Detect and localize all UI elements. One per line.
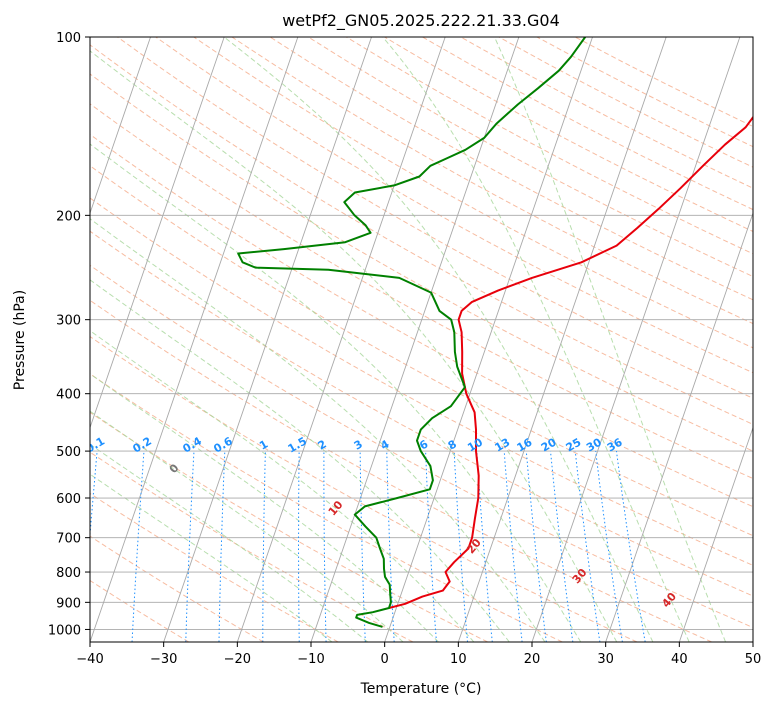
- dry-adiabat: [90, 103, 753, 480]
- isotherm: [605, 211, 753, 642]
- temperature-profile: [388, 115, 753, 609]
- x-tick-label: 40: [671, 652, 688, 667]
- moist-adiabat: [90, 50, 618, 642]
- x-tick-label: 0: [381, 652, 389, 667]
- dry-adiabat: [269, 37, 753, 301]
- x-tick-label: 20: [524, 652, 541, 667]
- moist-adiabat: [90, 373, 439, 642]
- mixing-ratio-line: [550, 451, 574, 642]
- mixing-ratio-line: [616, 451, 646, 642]
- isotherm: [531, 37, 741, 642]
- isotherm: [384, 37, 593, 642]
- x-tick-label: 30: [597, 652, 614, 667]
- isotherm: [678, 426, 753, 642]
- mixing-ratio-line: [476, 451, 493, 642]
- dry-adiabat: [90, 230, 753, 597]
- y-tick-label: 800: [56, 566, 81, 581]
- moist-adiabat: [90, 279, 510, 642]
- dry-adiabat: [90, 411, 488, 642]
- dry-adiabat: [90, 335, 638, 642]
- dry-adiabat: [90, 373, 563, 642]
- dry-adiabat: [90, 535, 264, 642]
- dry-adiabat: [90, 579, 190, 642]
- dry-adiabat: [90, 44, 753, 425]
- moist-adiabat: [90, 218, 546, 642]
- x-tick-label: 10: [450, 652, 467, 667]
- moist-adiabat: [90, 330, 475, 642]
- mixing-ratio-line: [525, 451, 547, 642]
- dry-adiabat: [90, 73, 753, 452]
- moist-adiabat: [90, 443, 369, 642]
- mixing-ratio-line: [574, 451, 601, 642]
- moist-adiabat: [494, 37, 727, 642]
- mixing-ratio-line: [90, 451, 98, 542]
- y-tick-label: 900: [56, 596, 81, 611]
- isotherm: [90, 37, 225, 429]
- dry-adiabat: [90, 451, 414, 642]
- y-tick-label: 700: [56, 532, 81, 547]
- plot-area: 0.10.20.40.611.52346810131620253036-100-…: [90, 37, 753, 642]
- x-tick-label: −20: [224, 652, 251, 667]
- y-tick-label: 200: [56, 209, 81, 224]
- x-axis-label: Temperature (°C): [360, 681, 482, 697]
- isotherm: [457, 37, 667, 642]
- x-tick-label: −10: [297, 652, 324, 667]
- isotherm: [90, 37, 151, 215]
- chart-title: wetPf2_GN05.2025.222.21.33.G04: [282, 11, 560, 31]
- mixing-ratio-line: [595, 451, 623, 642]
- isotherm: [90, 37, 299, 642]
- moist-adiabat: [223, 37, 654, 642]
- dry-adiabat: [90, 197, 753, 566]
- x-tick-label: −30: [150, 652, 177, 667]
- y-tick-label: 300: [56, 314, 81, 329]
- moist-adiabat: [90, 410, 404, 642]
- y-tick-label: 400: [56, 388, 81, 403]
- isotherm: [236, 37, 446, 642]
- y-tick-label: 500: [56, 445, 81, 460]
- dry-adiabat: [90, 264, 753, 629]
- x-tick-label: −40: [76, 652, 103, 667]
- mixing-ratio-line: [503, 451, 523, 642]
- plot-frame: [89, 36, 754, 643]
- y-axis-label: Pressure (hPa): [12, 290, 28, 390]
- dry-adiabat: [90, 165, 753, 537]
- dry-adiabat: [231, 37, 753, 325]
- mixing-ratio-line: [453, 451, 468, 642]
- y-tick-label: 1000: [48, 623, 81, 638]
- y-tick-label: 100: [56, 31, 81, 46]
- dry-adiabat: [90, 299, 712, 642]
- moist-adiabat: [382, 37, 690, 642]
- dewpoint-profile: [237, 37, 587, 628]
- x-tick-label: 50: [745, 652, 762, 667]
- isotherm: [163, 37, 372, 642]
- y-tick-label: 600: [56, 492, 81, 507]
